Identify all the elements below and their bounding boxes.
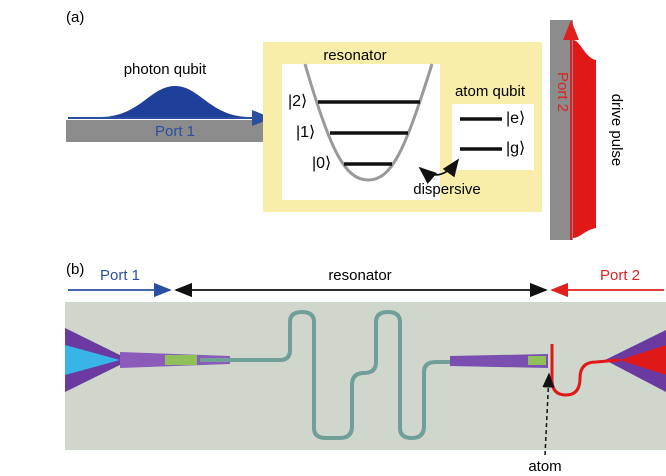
port2-line: [550, 20, 573, 240]
drive-pulse: [573, 40, 596, 238]
photon-qubit-label: photon qubit: [124, 61, 207, 78]
level-label: |2⟩: [288, 93, 307, 110]
left-coupler: [165, 355, 197, 365]
level-label: |1⟩: [296, 124, 315, 141]
photon-pulse: [100, 86, 250, 117]
port2-label: Port 2: [554, 72, 571, 112]
resonator-label: resonator: [323, 47, 386, 64]
panel-label: (b): [66, 261, 84, 278]
chip-photo: [65, 302, 666, 450]
port1-label: Port 1: [155, 123, 195, 140]
right-coupler: [528, 356, 546, 365]
atom-qubit-label: atom qubit: [455, 83, 526, 100]
dispersive-label: dispersive: [413, 181, 481, 198]
panel-label: (a): [66, 9, 84, 26]
drive-pulse-label: drive pulse: [608, 94, 625, 167]
port2-label: Port 2: [600, 267, 640, 284]
page: {"panel_a": {"label": "(a)", "photon_qub…: [0, 0, 666, 476]
port1-label: Port 1: [100, 267, 140, 284]
atom-label: atom: [528, 458, 561, 475]
atom-level-label: |e⟩: [506, 110, 525, 127]
level-label: |0⟩: [312, 155, 331, 172]
atom-level-label: |g⟩: [506, 140, 525, 157]
resonator-label: resonator: [328, 267, 391, 284]
figure: (a) photon qubit Port 1 resonator |2⟩ |1…: [0, 0, 666, 476]
